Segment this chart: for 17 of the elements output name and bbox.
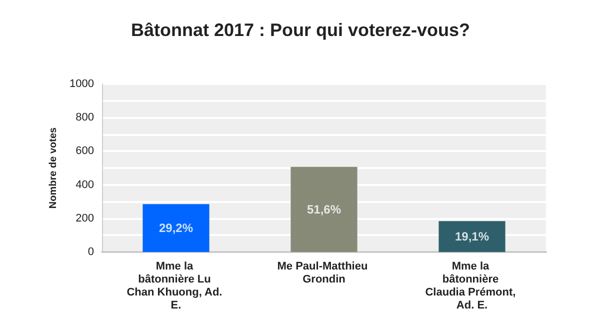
x-tick-label: Mme la bâtonnière Lu Chan Khuong, Ad. E. (126, 260, 226, 312)
x-tick-label: Me Paul-Matthieu Grondin (277, 260, 371, 286)
bar (142, 204, 210, 252)
annotation: 29,2% (158, 221, 194, 236)
y-tick-label: 400 (76, 178, 94, 191)
y-axis-title: Nombre de votes (48, 127, 60, 209)
bar (290, 166, 358, 252)
x-tick-label: Mme la bâtonnière Claudia Prémont, Ad. E. (425, 260, 519, 312)
bar (438, 221, 506, 252)
annotation: 51,6% (306, 202, 342, 216)
chart-title: Bâtonnat 2017 : Pour qui voterez-vous? (131, 20, 470, 40)
y-tick-label: 1000 (70, 78, 94, 90)
y-tick-label: 600 (76, 145, 94, 158)
annotation: 19,1% (454, 230, 490, 244)
y-tick-label: 200 (76, 212, 94, 224)
y-tick-label: 0 (88, 246, 94, 258)
y-tick-label: 800 (76, 112, 94, 124)
